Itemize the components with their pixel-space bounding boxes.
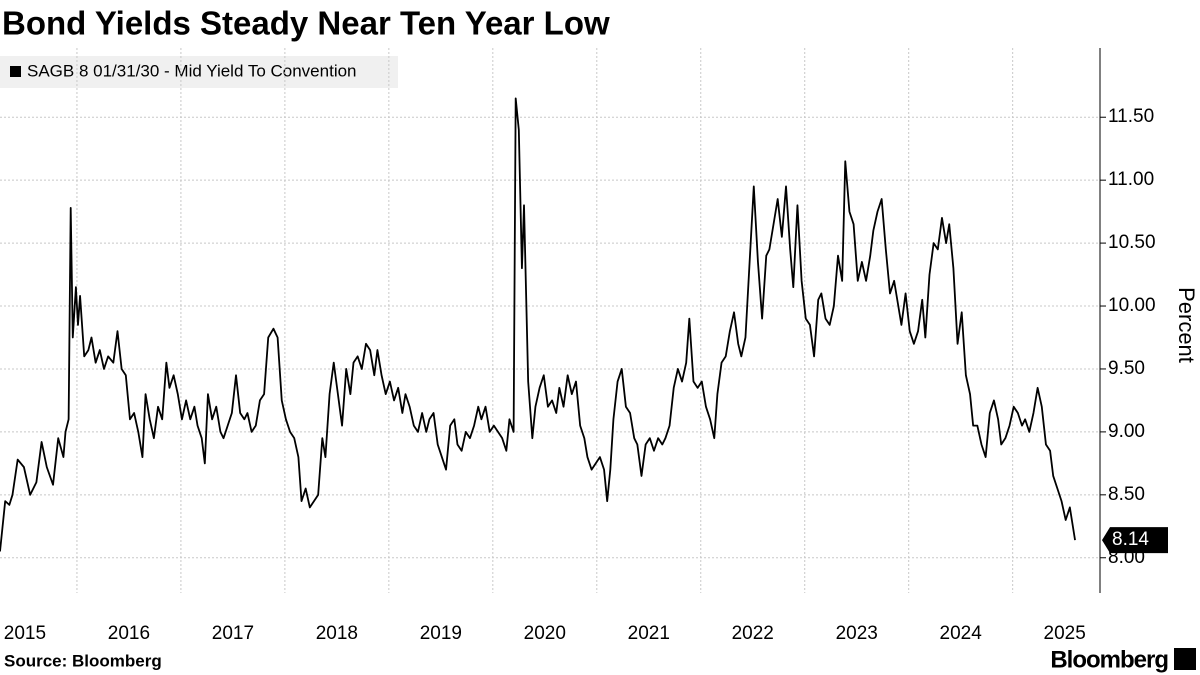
brand-icon <box>1174 648 1196 670</box>
x-tick-label: 2015 <box>4 623 46 644</box>
y-tick-label: 9.00 <box>1108 421 1145 442</box>
brand: Bloomberg <box>1050 646 1168 673</box>
line <box>0 97 1076 552</box>
x-tick-label: 2021 <box>628 623 670 644</box>
legend-box <box>0 56 398 88</box>
x-tick-label: 2020 <box>524 623 566 644</box>
y-axis-label: Percent <box>1174 287 1199 363</box>
x-tick-label: 2025 <box>1044 623 1086 644</box>
y-tick-label: 10.00 <box>1108 295 1156 316</box>
last-value-label: 8.14 <box>1112 529 1149 550</box>
x-tick-label: 2018 <box>316 623 358 644</box>
y-tick-label: 8.50 <box>1108 484 1145 505</box>
x-tick-label: 2024 <box>940 623 983 644</box>
legend-label: SAGB 8 01/31/30 - Mid Yield To Conventio… <box>27 61 357 80</box>
source: Source: Bloomberg <box>4 651 162 670</box>
y-tick-label: 11.50 <box>1108 106 1154 127</box>
legend-swatch <box>10 66 21 77</box>
last-value-box <box>1102 527 1168 554</box>
y-tick-label: 10.50 <box>1108 232 1156 253</box>
x-tick-label: 2017 <box>212 623 254 644</box>
x-tick-label: 2022 <box>732 623 774 644</box>
y-tick-label: 9.50 <box>1108 358 1145 379</box>
x-tick-label: 2016 <box>108 623 150 644</box>
y-tick-label: 11.00 <box>1108 169 1154 190</box>
chart-title: Bond Yields Steady Near Ten Year Low <box>2 5 610 42</box>
x-tick-label: 2019 <box>420 623 462 644</box>
x-tick-label: 2023 <box>836 623 878 644</box>
